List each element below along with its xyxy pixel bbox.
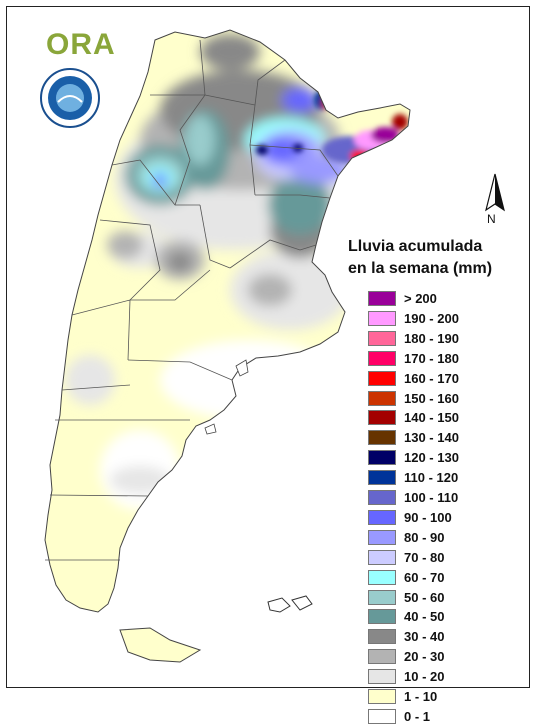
malvinas-islands	[267, 595, 313, 613]
legend-label: 160 - 170	[404, 370, 459, 386]
legend-swatch	[368, 649, 396, 665]
legend-swatch	[368, 490, 396, 505]
legend-item: 130 - 140	[368, 428, 459, 447]
legend-swatch	[368, 629, 396, 645]
government-seal-icon	[40, 68, 100, 128]
legend-label: 50 - 60	[404, 589, 445, 605]
legend-label: > 200	[404, 291, 437, 306]
legend-item: 140 - 150	[368, 408, 459, 427]
legend-label: 110 - 120	[404, 470, 459, 486]
legend-swatch	[368, 708, 396, 724]
legend-swatch	[368, 569, 396, 585]
legend-item: 190 - 200	[368, 309, 459, 328]
legend-label: 70 - 80	[404, 549, 445, 565]
legend-label: 100 - 110	[404, 490, 459, 505]
legend-swatch	[368, 450, 396, 466]
legend-swatch	[368, 669, 396, 685]
legend-item: 60 - 70	[368, 568, 444, 587]
legend-label: 90 - 100	[404, 509, 452, 525]
legend-swatch	[368, 689, 396, 704]
legend-item: 150 - 160	[368, 389, 459, 408]
legend-item: 30 - 40	[368, 627, 444, 646]
legend-swatch	[368, 330, 396, 346]
legend-swatch	[368, 509, 396, 525]
legend-swatch	[368, 529, 396, 545]
legend-label: 0 - 1	[404, 708, 431, 724]
legend-label: 60 - 70	[404, 569, 445, 585]
legend-item: 0 - 1	[368, 707, 430, 726]
legend-label: 140 - 150	[404, 410, 459, 426]
legend-item: 160 - 170	[368, 369, 459, 388]
legend-swatch	[368, 589, 396, 605]
legend-swatch	[368, 470, 396, 486]
legend-item: 180 - 190	[368, 329, 459, 348]
argentina-outline	[44, 29, 411, 613]
legend-item: 40 - 50	[368, 607, 444, 626]
legend-item: 110 - 120	[368, 468, 458, 487]
legend-label: 10 - 20	[404, 669, 445, 685]
legend-swatch	[368, 350, 396, 366]
legend-item: 80 - 90	[368, 528, 444, 547]
legend-swatch	[368, 609, 396, 625]
legend-label: 40 - 50	[404, 609, 445, 625]
legend-label: 130 - 140	[404, 430, 459, 446]
tierra-del-fuego	[119, 627, 202, 663]
legend-item: 100 - 110	[368, 488, 458, 507]
legend-swatch	[368, 410, 396, 426]
rainfall-fields	[65, 34, 408, 510]
legend-item: 50 - 60	[368, 588, 444, 607]
north-label: N	[487, 212, 496, 226]
legend-swatch	[368, 370, 396, 386]
legend-swatch	[368, 430, 396, 446]
legend-item: 20 - 30	[368, 647, 444, 666]
legend-swatch	[368, 390, 396, 406]
legend-label: 1 - 10	[404, 689, 438, 704]
legend-item: 70 - 80	[368, 548, 444, 567]
coastal-lake	[204, 423, 217, 435]
legend-item: 170 - 180	[368, 349, 459, 368]
legend-title: Lluvia acumulada en la semana (mm)	[348, 238, 493, 277]
legend-item: 1 - 10	[368, 687, 437, 706]
legend-swatch	[368, 549, 396, 565]
legend-item: > 200	[368, 289, 437, 308]
legend-label: 150 - 160	[404, 390, 459, 406]
ora-logo: ORA	[46, 28, 116, 61]
rainfall-map	[44, 29, 411, 663]
legend-label: 170 - 180	[404, 350, 459, 366]
legend-label: 190 - 200	[404, 310, 459, 326]
legend-item: 120 - 130	[368, 448, 459, 467]
north-arrow-icon	[485, 173, 505, 212]
legend-label: 20 - 30	[404, 649, 445, 665]
legend-label: 80 - 90	[404, 529, 445, 545]
legend-label: 30 - 40	[404, 629, 445, 645]
legend-item: 90 - 100	[368, 508, 452, 527]
peninsula-valdes	[235, 359, 249, 377]
legend-label: 180 - 190	[404, 330, 459, 346]
province-boundaries	[45, 39, 339, 561]
legend-swatch	[368, 291, 396, 306]
legend-label: 120 - 130	[404, 450, 459, 466]
legend-item: 10 - 20	[368, 667, 444, 686]
legend-swatch	[368, 310, 396, 326]
